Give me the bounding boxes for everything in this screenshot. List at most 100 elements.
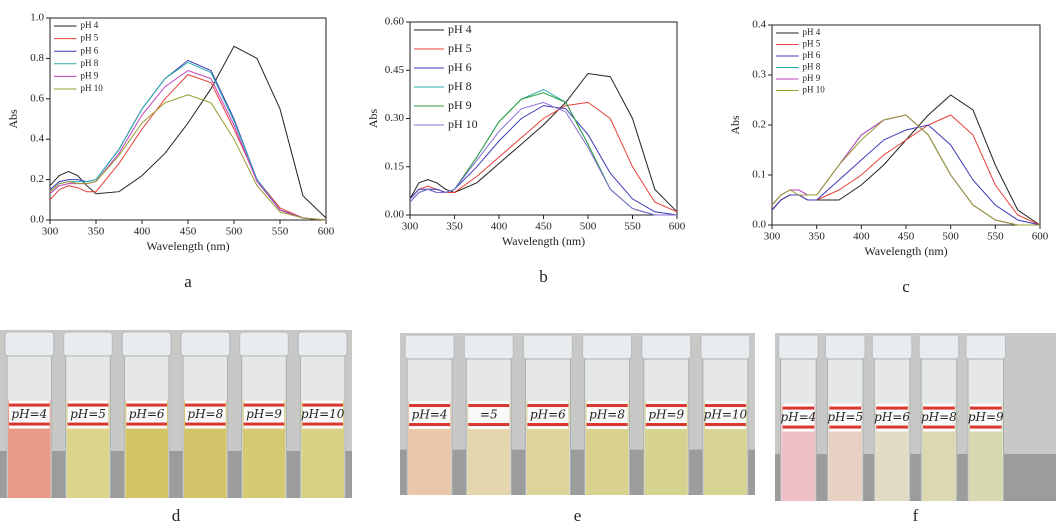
tube-cap <box>239 331 289 357</box>
y-tick-label: 0.60 <box>385 16 405 28</box>
tape-stripe <box>468 423 510 427</box>
tube-label: pH=4 <box>11 407 47 421</box>
y-tick-label: 0.2 <box>30 173 44 185</box>
legend-label: pH 8 <box>448 79 472 93</box>
tape-stripe <box>126 422 167 426</box>
tube-label: =5 <box>480 408 498 422</box>
tube-label: pH=10 <box>704 408 748 422</box>
photo-content: pH=4 pH=5 pH=6 pH=8 pH=9 pH=10 <box>0 330 352 498</box>
tube-label: pH=5 <box>827 410 863 424</box>
series-line <box>49 94 327 221</box>
photo-content: pH=4 =5 pH=6 pH=8 pH=9 pH=10 <box>400 333 755 495</box>
legend-label: pH 5 <box>803 39 821 49</box>
y-tick-label: 0.0 <box>752 219 766 231</box>
tape-stripe <box>409 423 451 427</box>
x-tick-label: 300 <box>402 221 419 233</box>
tape-stripe <box>409 404 451 408</box>
legend-label: pH 6 <box>448 60 472 74</box>
tube-label: pH=6 <box>530 408 566 422</box>
x-tick-label: 450 <box>898 231 915 243</box>
legend-label: pH 8 <box>81 58 99 68</box>
legend-label: pH 6 <box>803 50 821 60</box>
panel-label: c <box>902 277 910 296</box>
y-tick-label: 0.0 <box>30 214 44 226</box>
tape-stripe <box>9 422 50 426</box>
tape-stripe <box>67 403 109 407</box>
legend-label: pH 5 <box>81 33 99 43</box>
tube-cap <box>778 334 819 360</box>
tape-stripe <box>969 406 1002 410</box>
y-tick-label: 0.15 <box>385 160 405 172</box>
tube-label: pH=6 <box>874 410 910 424</box>
tape-stripe <box>67 422 109 426</box>
tube-label: pH=6 <box>129 407 165 421</box>
tape-stripe <box>243 403 285 407</box>
photo: pH=4 =5 pH=6 pH=8 pH=9 pH=10 <box>400 333 755 495</box>
series-line <box>409 105 678 216</box>
x-tick-label: 350 <box>808 231 825 243</box>
x-tick-label: 350 <box>446 221 463 233</box>
panel-label: f <box>913 506 919 525</box>
tube-cap <box>641 334 692 360</box>
tube-cap <box>582 334 633 360</box>
tube-cap <box>297 331 348 357</box>
tube-cap <box>463 334 514 360</box>
photo: pH=4 pH=5 pH=6 pH=8 pH=9 <box>775 333 1056 501</box>
series-line <box>409 101 677 216</box>
tape-stripe <box>876 406 908 410</box>
x-tick-label: 300 <box>764 231 781 243</box>
tube-cap <box>965 334 1007 360</box>
tape-stripe <box>586 423 628 427</box>
bench <box>0 450 352 498</box>
series-line <box>49 61 327 221</box>
x-tick-label: 450 <box>535 221 552 233</box>
panel-label: a <box>184 272 192 291</box>
y-tick-label: 0.45 <box>385 64 405 76</box>
y-tick-label: 0.4 <box>752 19 766 31</box>
x-tick-label: 550 <box>624 221 641 233</box>
x-tick-label: 600 <box>318 226 335 238</box>
photo: pH=4 pH=5 pH=6 pH=8 pH=9 pH=10 <box>0 330 352 498</box>
y-tick-label: 0.4 <box>30 133 44 145</box>
tube-cap <box>918 334 960 360</box>
tube-cap <box>824 334 866 360</box>
y-tick-label: 0.6 <box>30 92 44 104</box>
tape-stripe <box>468 404 510 408</box>
x-tick-label: 550 <box>987 231 1004 243</box>
tube-cap <box>700 334 751 360</box>
tape-stripe <box>527 423 569 427</box>
x-tick-label: 400 <box>491 221 508 233</box>
x-axis-label: Wavelength (nm) <box>864 244 947 258</box>
series-line <box>49 74 327 221</box>
legend-label: pH 9 <box>448 98 472 112</box>
tape-stripe <box>876 425 908 429</box>
tube-cap <box>871 334 913 360</box>
series-line <box>771 124 1041 226</box>
y-tick-label: 1.0 <box>30 12 44 24</box>
tube-cap <box>180 331 231 357</box>
tube-label: pH=9 <box>968 410 1004 424</box>
tape-stripe <box>126 403 167 407</box>
y-axis-label: Abs <box>728 115 742 135</box>
tape-stripe <box>243 422 285 426</box>
bench <box>775 453 1056 501</box>
legend-label: pH 4 <box>803 27 821 37</box>
y-tick-label: 0.3 <box>752 69 766 81</box>
tape-stripe <box>302 422 343 426</box>
y-tick-label: 0.2 <box>752 119 766 131</box>
tube-cap <box>121 331 172 357</box>
y-axis-label: Abs <box>366 109 380 129</box>
legend-label: pH 10 <box>81 83 104 93</box>
tape-stripe <box>704 423 746 427</box>
tube-label: pH=8 <box>187 407 223 421</box>
x-tick-label: 450 <box>180 226 197 238</box>
tube-label: pH=4 <box>412 408 448 422</box>
tube-cap <box>522 334 573 360</box>
tape-stripe <box>704 404 746 408</box>
photo-content: pH=4 pH=5 pH=6 pH=8 pH=9 <box>775 333 1056 501</box>
tube-cap <box>404 334 455 360</box>
series-line <box>49 45 327 219</box>
bench <box>400 449 755 495</box>
tape-stripe <box>829 406 862 410</box>
